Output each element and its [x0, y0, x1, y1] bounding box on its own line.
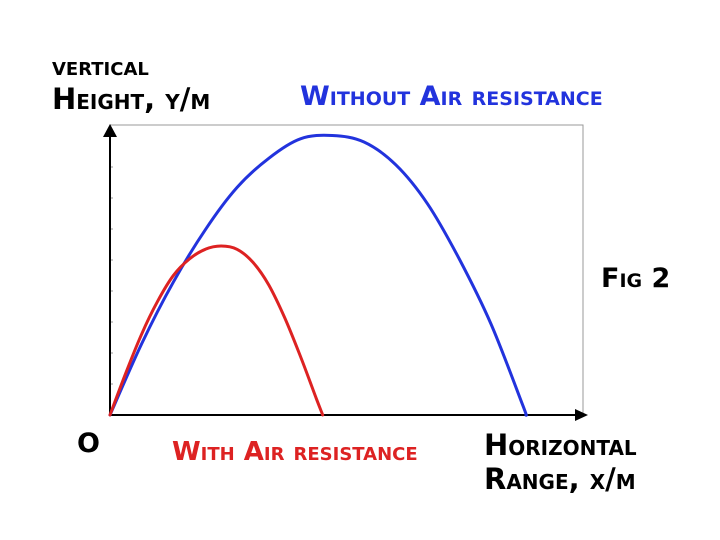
figure-label: Fig 2 — [601, 263, 670, 294]
series-layer — [108, 133, 528, 417]
series-line-with-air — [108, 244, 325, 417]
origin-label: O — [77, 428, 100, 459]
x-axis-arrowhead — [575, 409, 588, 421]
series-label-with-air: With Air resistance — [172, 437, 418, 467]
y-axis-label-line1: vertical — [52, 52, 149, 82]
series-label-without-air: Without Air resistance — [300, 81, 603, 112]
series-line-without-air — [108, 133, 528, 417]
x-axis-label-line1: Horizontal — [484, 428, 637, 462]
y-axis-arrowhead — [103, 124, 117, 137]
y-axis-label-line2: Height, y/m — [52, 82, 210, 116]
x-axis-label-line2: Range, x/m — [484, 462, 636, 496]
